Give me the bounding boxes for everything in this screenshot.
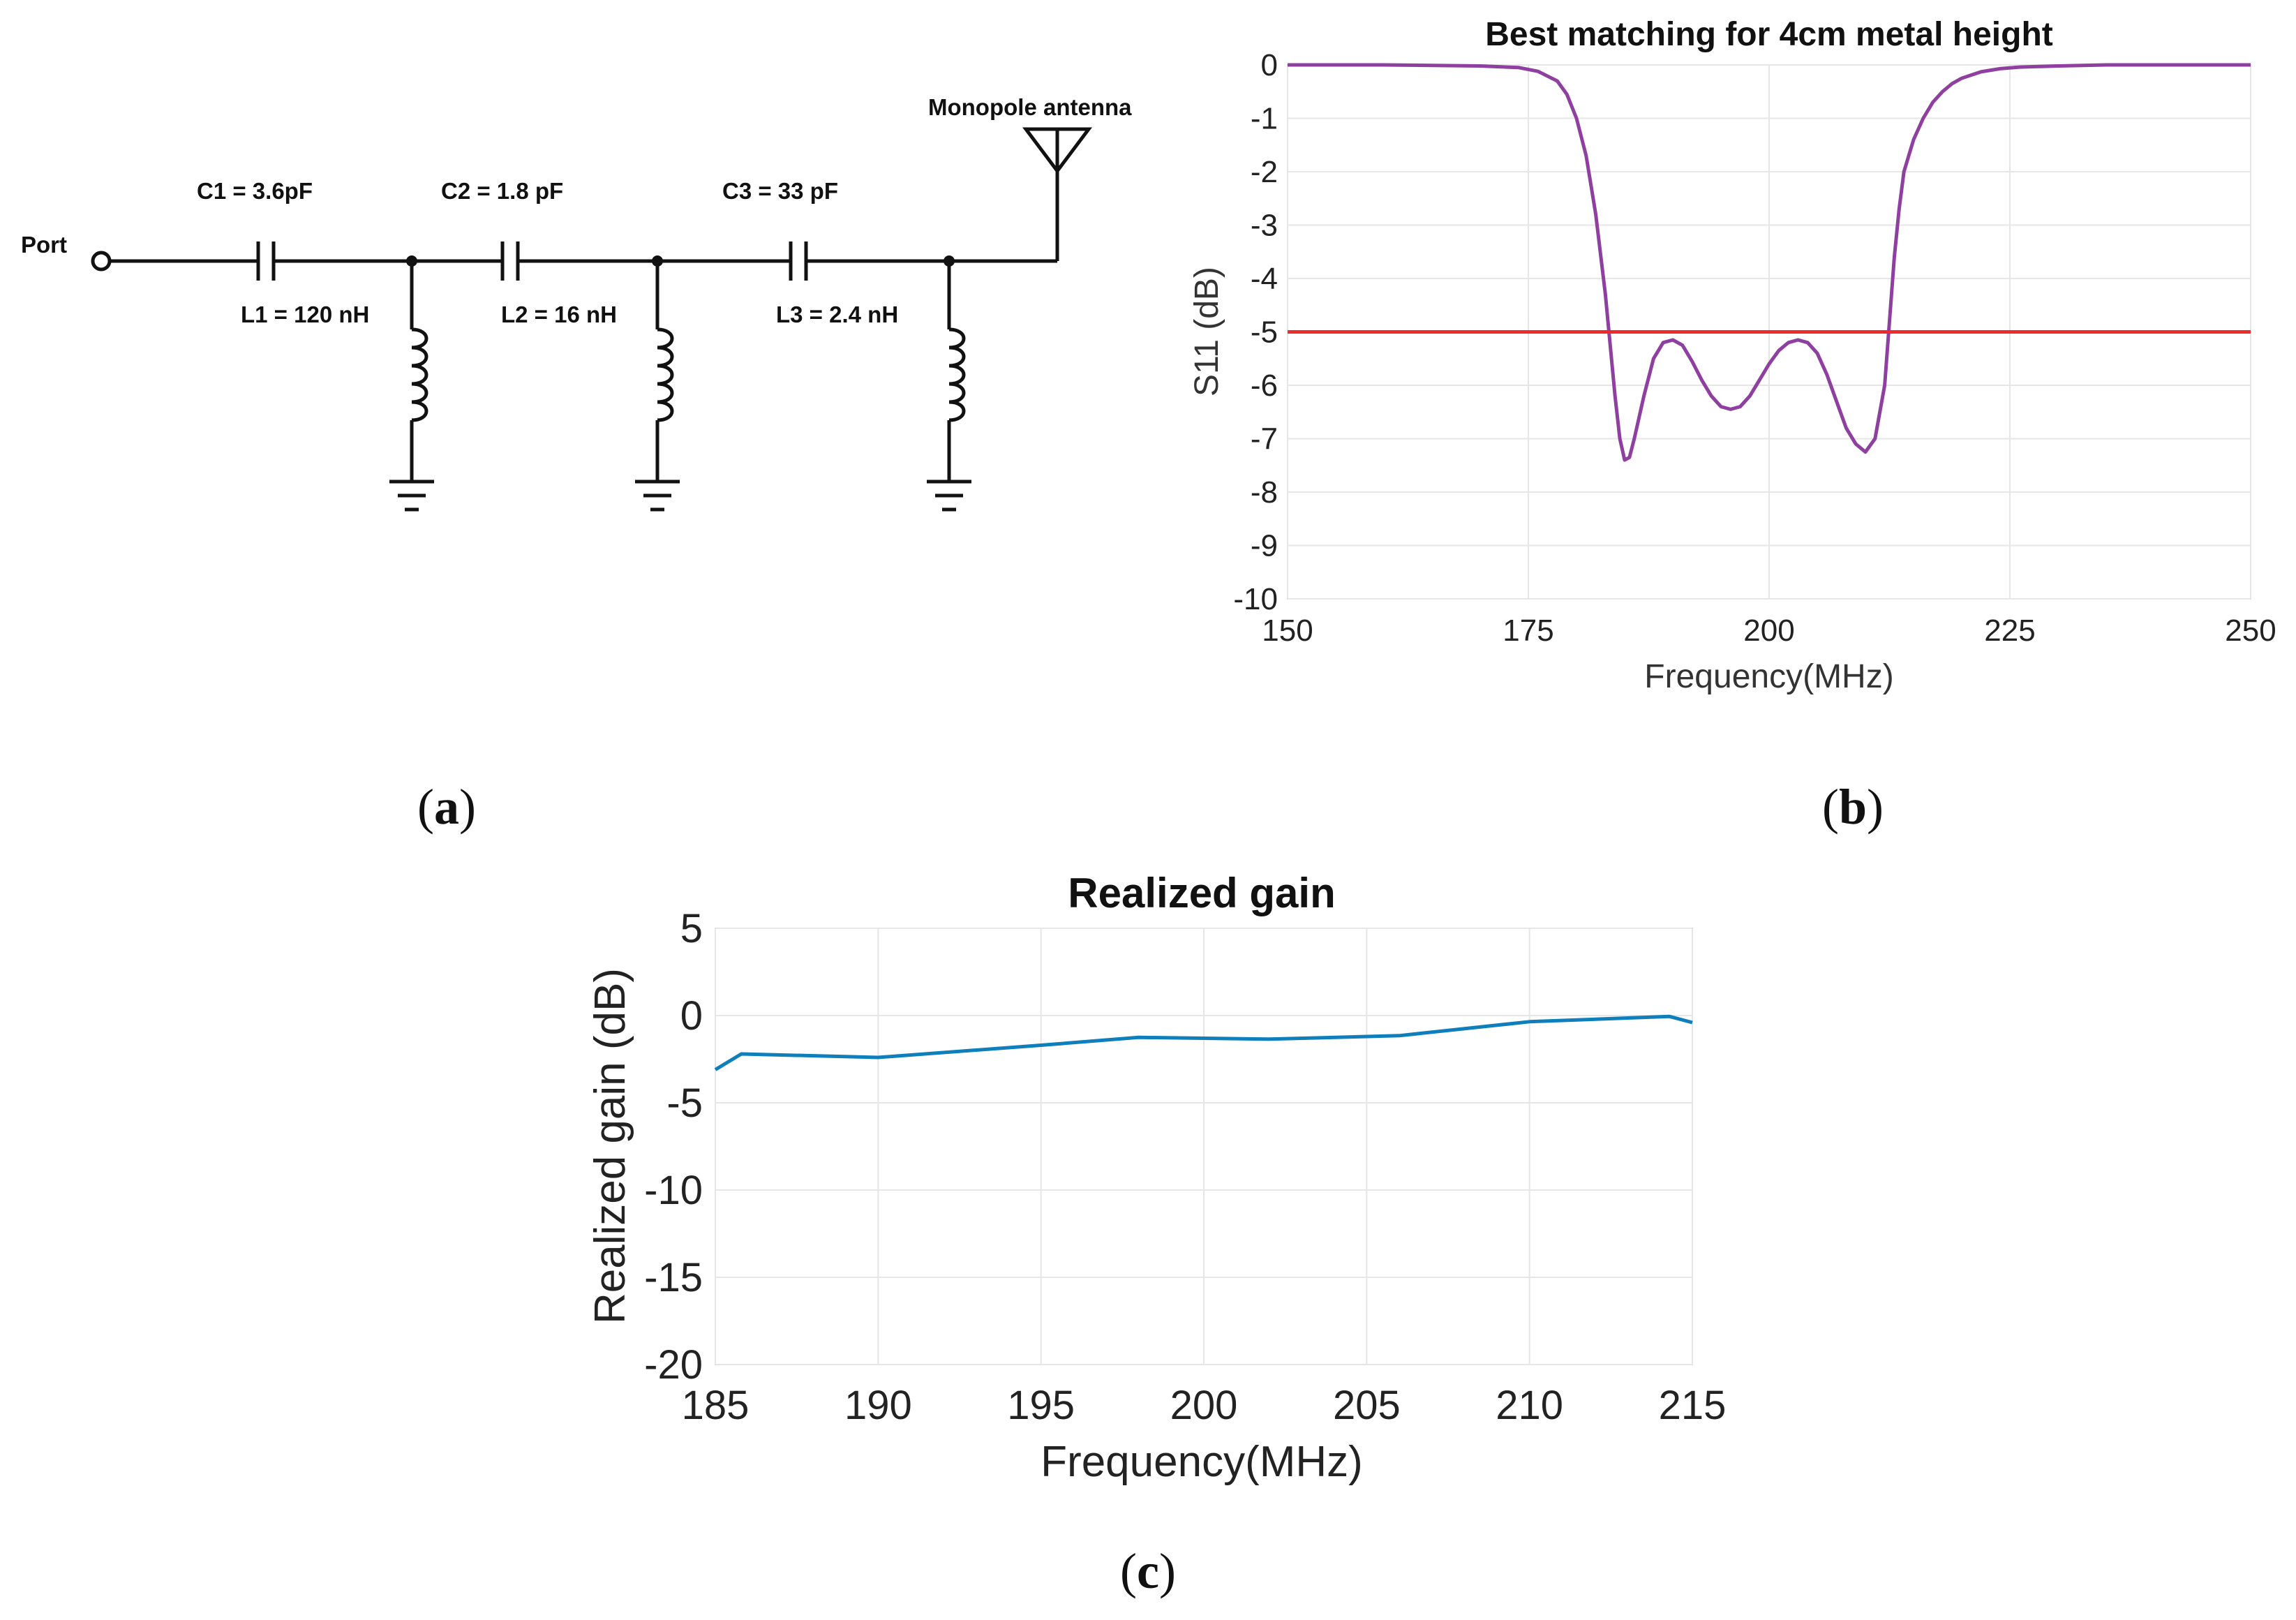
circuit-diagram: Port C1 = 3.6pF C2 = 1.8 pF C3 = 33 pF (21, 94, 1132, 512)
capacitor-c3-label: C3 = 33 pF (722, 178, 838, 204)
inductor-l3 (947, 261, 966, 482)
s11-y-axis-label: S11 (dB) (1188, 267, 1225, 396)
ground-symbol (635, 480, 680, 512)
c-y-tick-label: -15 (644, 1255, 703, 1300)
ground-symbol (389, 480, 434, 512)
c-x-tick-label: 195 (1007, 1383, 1075, 1428)
c-x-tick-label: 185 (682, 1383, 750, 1428)
capacitor-c2 (500, 241, 520, 281)
b-y-tick-label: -6 (1251, 369, 1278, 403)
port-terminal (91, 251, 112, 272)
port-label: Port (21, 232, 67, 258)
b-y-tick-label: 0 (1261, 48, 1278, 82)
c-y-tick-label: 0 (680, 993, 703, 1039)
b-y-tick-label: -9 (1251, 529, 1278, 563)
c-x-tick-label: 190 (844, 1383, 912, 1428)
c-y-tick-label: -5 (666, 1080, 703, 1126)
inductor-l2-label: L2 = 16 nH (501, 302, 617, 327)
capacitor-c3 (789, 241, 808, 281)
s11-chart-title: Best matching for 4cm metal height (1485, 16, 2053, 53)
inductor-l2 (655, 261, 674, 482)
s11-chart: 150 175 200 225 250 0 -1 -2 -3 -4 -5 -6 -7 -8 -9 -10 B… (1188, 16, 2276, 695)
s11-y-ticks: 0 -1 -2 -3 -4 -5 -6 -7 -8 -9 -10 (1233, 48, 1278, 616)
c-series-realized-gain (714, 1014, 1693, 1071)
b-x-tick-label: 200 (1743, 614, 1794, 648)
b-y-tick-label: -4 (1251, 262, 1278, 296)
ground-symbol (927, 480, 971, 512)
inductor-l3-label: L3 = 2.4 nH (776, 302, 898, 327)
b-x-tick-label: 150 (1262, 614, 1313, 648)
c-y-tick-label: -10 (644, 1168, 703, 1213)
gain-chart: 185 190 195 200 205 210 215 5 0 -5 -10 -15 -20 Real… (586, 870, 1726, 1486)
b-y-tick-label: -5 (1251, 315, 1278, 350)
capacitor-c2-label: C2 = 1.8 pF (441, 178, 563, 204)
b-series-s11 (1288, 63, 2251, 462)
gain-x-axis-label: Frequency(MHz) (1041, 1438, 1363, 1486)
gain-y-ticks: 5 0 -5 -10 -15 -20 (644, 906, 703, 1388)
gain-series-group (714, 1014, 1693, 1071)
b-y-tick-label: -10 (1233, 582, 1278, 616)
c-y-tick-label: 5 (680, 906, 703, 951)
b-y-tick-label: -1 (1251, 102, 1278, 136)
b-y-tick-label: -3 (1251, 209, 1278, 243)
c-x-tick-label: 210 (1496, 1383, 1563, 1428)
s11-x-axis-label: Frequency(MHz) (1644, 658, 1893, 695)
gain-x-ticks: 185 190 195 200 205 210 215 (682, 1383, 1727, 1428)
gain-chart-title: Realized gain (1068, 870, 1335, 916)
c-y-tick-label: -20 (644, 1342, 703, 1388)
inductor-l1-label: L1 = 120 nH (241, 302, 369, 327)
gain-y-axis-label: Realized gain (dB) (586, 968, 634, 1324)
inductor-l1 (410, 261, 428, 482)
panel-label-a: (a) (417, 779, 476, 835)
b-x-tick-label: 250 (2225, 614, 2276, 648)
c-x-tick-label: 200 (1170, 1383, 1238, 1428)
s11-x-ticks: 150 175 200 225 250 (1262, 614, 2276, 648)
gain-gridlines (715, 928, 1693, 1365)
b-y-tick-label: -8 (1251, 475, 1278, 510)
c-x-tick-label: 205 (1333, 1383, 1401, 1428)
capacitor-c1-label: C1 = 3.6pF (197, 178, 313, 204)
b-x-tick-label: 175 (1503, 614, 1553, 648)
s11-series-group (1288, 63, 2251, 462)
panel-label-b: (b) (1822, 779, 1884, 835)
capacitor-c1 (256, 241, 276, 281)
c-x-tick-label: 215 (1659, 1383, 1727, 1428)
b-y-tick-label: -2 (1251, 155, 1278, 189)
panel-label-c: (c) (1120, 1543, 1176, 1599)
b-y-tick-label: -7 (1251, 422, 1278, 456)
b-x-tick-label: 225 (1984, 614, 2035, 648)
monopole-antenna-symbol (1022, 127, 1092, 261)
antenna-label: Monopole antenna (928, 94, 1132, 120)
